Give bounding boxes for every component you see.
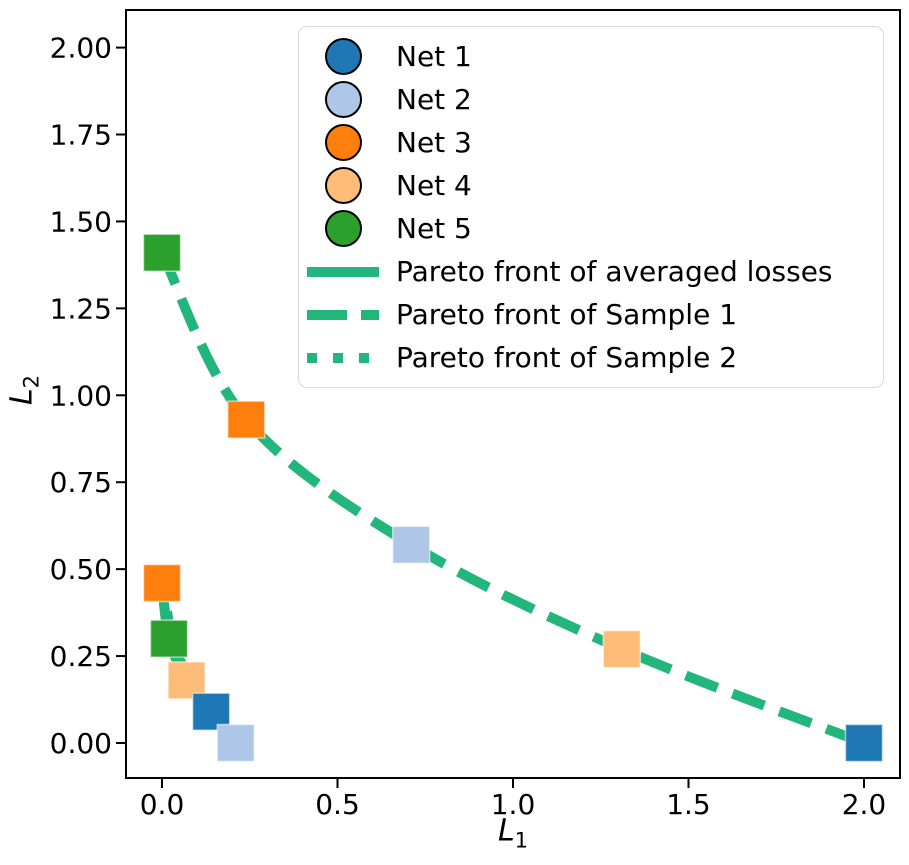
x-axis-label-letter: L bbox=[497, 813, 515, 849]
scatter-marker-net-3 bbox=[226, 400, 266, 439]
y-tick-label: 1.00 bbox=[50, 379, 112, 412]
y-tick-label: 0.00 bbox=[50, 727, 112, 760]
legend-item-pareto-front-of-sample-1: Pareto front of Sample 1 bbox=[307, 293, 873, 336]
x-tick-label: 2.0 bbox=[842, 788, 887, 821]
legend-item-net-4: Net 4 bbox=[307, 164, 873, 207]
legend-item-label: Net 3 bbox=[396, 126, 472, 159]
legend-item-label: Net 1 bbox=[396, 40, 472, 73]
legend-item-label: Net 5 bbox=[396, 212, 472, 245]
legend-item-label: Net 2 bbox=[396, 83, 472, 116]
legend-circle-swatch-icon bbox=[307, 167, 379, 204]
legend-item-label: Pareto front of Sample 2 bbox=[396, 341, 738, 374]
scatter-marker-net-2 bbox=[391, 525, 431, 565]
x-tick-label: 1.5 bbox=[666, 788, 711, 821]
circle-marker-icon bbox=[324, 81, 362, 118]
legend-item-net-2: Net 2 bbox=[307, 78, 873, 121]
y-axis-label-subscript: 2 bbox=[19, 374, 44, 389]
x-tick-label: 1.0 bbox=[491, 788, 536, 821]
legend-item-pareto-front-of-averaged-losses: Pareto front of averaged losses bbox=[307, 250, 873, 293]
legend-item-label: Pareto front of Sample 1 bbox=[396, 298, 738, 331]
legend-line-dotted-swatch-icon bbox=[307, 352, 379, 364]
scatter-marker-net-1 bbox=[844, 723, 884, 763]
line-dotted-icon bbox=[307, 352, 379, 363]
y-axis-label-letter: L bbox=[4, 388, 40, 406]
x-axis-label-subscript: 1 bbox=[514, 828, 529, 853]
x-tick-label: 0.0 bbox=[140, 788, 185, 821]
legend-item-net-3: Net 3 bbox=[307, 121, 873, 164]
circle-marker-icon bbox=[324, 124, 362, 161]
scatter-marker-net-3 bbox=[142, 563, 182, 603]
y-tick-label: 1.75 bbox=[50, 119, 112, 152]
y-tick-label: 2.00 bbox=[50, 32, 112, 65]
circle-marker-icon bbox=[324, 210, 362, 247]
y-tick-label: 0.50 bbox=[50, 553, 112, 586]
x-axis-label: L1 bbox=[498, 814, 528, 853]
y-tick-label: 1.50 bbox=[50, 205, 112, 238]
legend-line-dashed-swatch-icon bbox=[307, 309, 379, 321]
legend-item-pareto-front-of-sample-2: Pareto front of Sample 2 bbox=[307, 336, 873, 379]
y-tick-label: 1.25 bbox=[50, 292, 112, 325]
y-tick-label: 0.75 bbox=[50, 466, 112, 499]
x-tick-label: 0.5 bbox=[315, 788, 360, 821]
legend-line-solid-swatch-icon bbox=[307, 266, 379, 278]
line-solid-icon bbox=[307, 266, 379, 277]
legend-item-net-1: Net 1 bbox=[307, 35, 873, 78]
legend-circle-swatch-icon bbox=[307, 81, 379, 118]
legend: Net 1 Net 2 Net 3 Net 4 Net 5 Pareto front of… bbox=[298, 26, 884, 388]
scatter-marker-net-4 bbox=[602, 629, 642, 669]
circle-marker-icon bbox=[324, 167, 362, 204]
legend-item-net-5: Net 5 bbox=[307, 207, 873, 250]
circle-marker-icon bbox=[324, 38, 362, 75]
y-tick-label: 0.25 bbox=[50, 640, 112, 673]
legend-item-label: Net 4 bbox=[396, 169, 472, 202]
scatter-marker-net-2 bbox=[216, 723, 255, 763]
legend-circle-swatch-icon bbox=[307, 124, 379, 161]
legend-circle-swatch-icon bbox=[307, 210, 379, 247]
legend-circle-swatch-icon bbox=[307, 38, 379, 75]
legend-item-label: Pareto front of averaged losses bbox=[396, 255, 833, 288]
scatter-marker-net-5 bbox=[142, 233, 182, 272]
y-axis-label: L2 bbox=[5, 375, 44, 405]
scatter-marker-net-5 bbox=[149, 619, 189, 658]
line-dashed-icon bbox=[307, 309, 379, 320]
